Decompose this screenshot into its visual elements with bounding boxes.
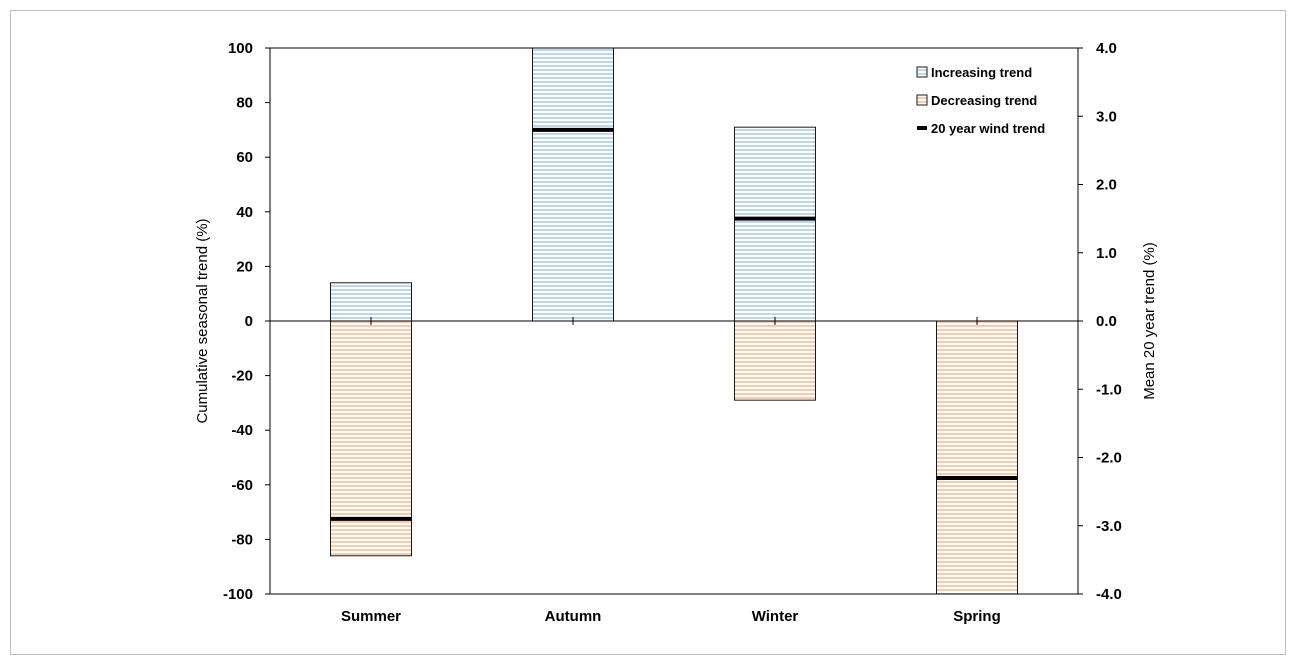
- category-label-autumn: Autumn: [545, 608, 602, 625]
- right-tick-label: 0.0: [1096, 313, 1117, 330]
- right-tick-label: -4.0: [1096, 586, 1122, 603]
- right-tick-label: 1.0: [1096, 245, 1117, 262]
- left-tick-label: -20: [231, 368, 253, 385]
- bar-increasing-summer: [330, 282, 412, 322]
- wind-trend-layer: [330, 127, 1018, 521]
- right-axis-title: Mean 20 year trend (%): [1141, 242, 1158, 400]
- bar-increasing-autumn: [532, 47, 614, 322]
- left-axis-title: Cumulative seasonal trend (%): [194, 218, 211, 423]
- right-tick-label: 4.0: [1096, 40, 1117, 57]
- left-tick-label: 0: [245, 313, 253, 330]
- right-tick-label: -3.0: [1096, 518, 1122, 535]
- left-tick-label: -60: [231, 477, 253, 494]
- category-label-summer: Summer: [341, 608, 401, 625]
- bar-increasing-winter: [734, 126, 816, 322]
- legend-label-wind: 20 year wind trend: [931, 121, 1045, 136]
- right-tick-label: 2.0: [1096, 177, 1117, 194]
- right-tick-label: -1.0: [1096, 381, 1122, 398]
- left-tick-label: 80: [236, 95, 253, 112]
- axes-layer: [265, 47, 1083, 595]
- chart-frame: [10, 10, 1286, 655]
- legend-swatch-decreasing: [916, 94, 928, 106]
- category-label-spring: Spring: [953, 608, 1001, 625]
- left-tick-label: 100: [228, 40, 253, 57]
- category-label-winter: Winter: [752, 608, 799, 625]
- bars-layer: [330, 47, 1018, 595]
- legend-label-decreasing: Decreasing trend: [931, 93, 1037, 108]
- left-tick-label: -80: [231, 531, 253, 548]
- legend: Increasing trend Decreasing trend 20 year …: [916, 65, 1045, 136]
- labels-layer: 100 80 60 40 20 0 -20 -40 -60 -80 -100 4.0 3.0 2.0 1.0…: [194, 40, 1158, 625]
- left-tick-label: 60: [236, 149, 253, 166]
- left-tick-label: 20: [236, 258, 253, 275]
- legend-label-increasing: Increasing trend: [931, 65, 1032, 80]
- right-tick-label: 3.0: [1096, 108, 1117, 125]
- legend-swatch-increasing: [916, 66, 928, 78]
- left-tick-label: -100: [223, 586, 253, 603]
- left-tick-label: -40: [231, 422, 253, 439]
- right-tick-label: -2.0: [1096, 450, 1122, 467]
- left-tick-label: 40: [236, 204, 253, 221]
- bar-decreasing-spring: [936, 320, 1018, 595]
- bar-decreasing-winter: [734, 320, 816, 401]
